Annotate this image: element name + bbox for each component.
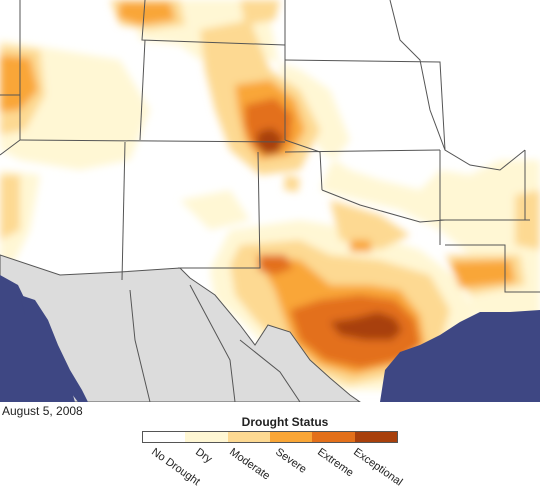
legend-swatch-dry (185, 432, 228, 442)
legend-label-severe: Severe (273, 446, 309, 476)
legend-label-exceptional: Exceptional (351, 446, 405, 489)
gulf-of-california (20, 295, 88, 402)
legend-label-moderate: Moderate (227, 446, 273, 483)
legend-label-dry: Dry (193, 446, 215, 466)
mexico-land (0, 254, 361, 402)
gulf-of-mexico (380, 310, 540, 402)
map-date: August 5, 2008 (2, 404, 83, 418)
legend-swatch-no-drought (143, 432, 186, 442)
legend-swatch-extreme (312, 432, 355, 442)
legend-swatch-exceptional (354, 432, 397, 442)
legend-label-extreme: Extreme (315, 446, 356, 480)
legend-title: Drought Status (241, 415, 329, 429)
legend-swatch-severe (269, 432, 313, 442)
legend-color-bar (142, 431, 398, 443)
state-borders (0, 0, 540, 402)
legend-swatch-moderate (227, 432, 270, 442)
legend-labels: No Drought Dry Moderate Severe Extreme E… (142, 446, 404, 492)
drought-map (0, 0, 540, 402)
